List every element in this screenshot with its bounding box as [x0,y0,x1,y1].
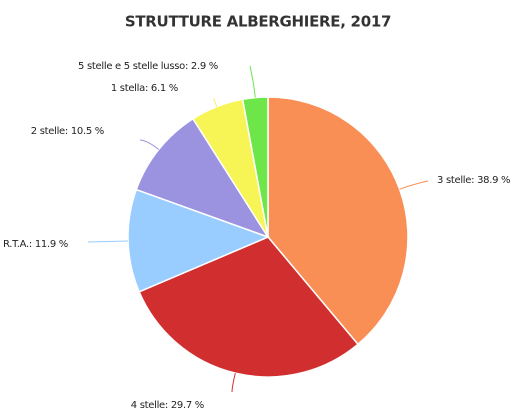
leader-line [231,373,236,393]
pie-slice [135,117,270,239]
slice-label: R.T.A.: 11.9 % [3,239,68,250]
pie-slice [267,96,409,346]
leader-line [213,98,218,107]
pie-slice [138,236,359,378]
pie-slice [127,188,271,293]
chart-title: STRUTTURE ALBERGHIERE, 2017 [125,13,391,31]
slice-label: 3 stelle: 38.9 % [437,175,510,186]
leader-line [399,180,429,190]
slice-label: 1 stella: 6.1 % [111,83,178,94]
leader-line [139,139,160,150]
leader-line [87,240,129,243]
leader-line [249,65,256,98]
slice-label: 5 stelle e 5 stelle lusso: 2.9 % [78,61,218,72]
slice-label: 4 stelle: 29.7 % [131,400,204,411]
slice-label: 2 stelle: 10.5 % [31,126,104,137]
